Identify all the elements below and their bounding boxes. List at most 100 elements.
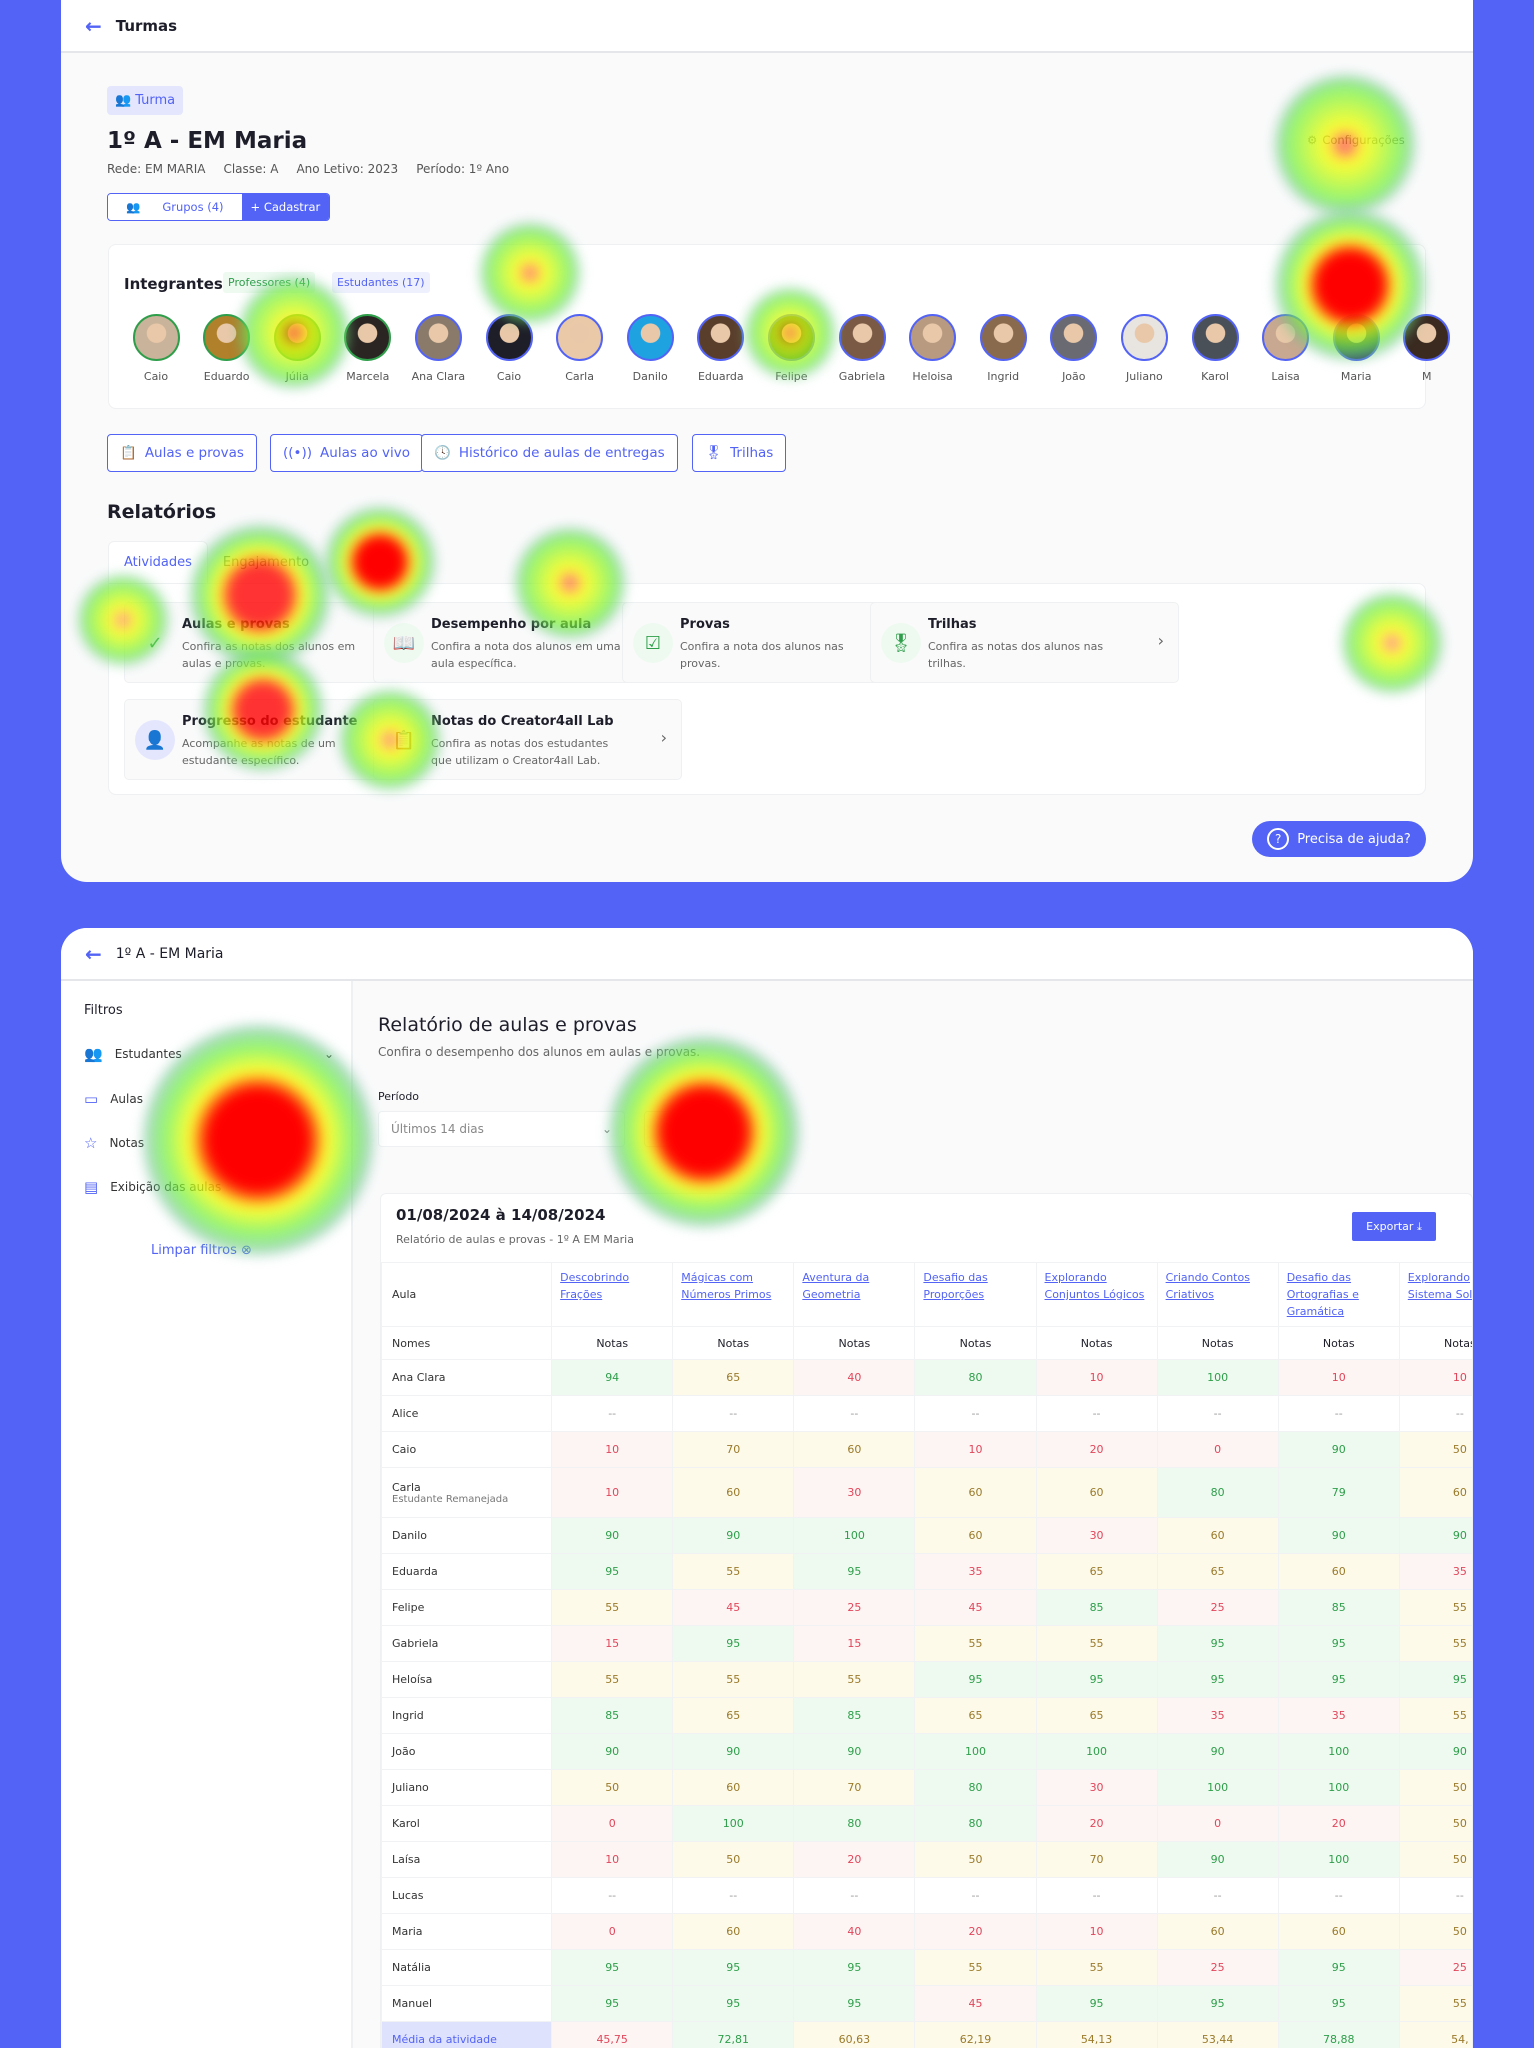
report-desc: Confira as notas dos estudantes que util… <box>431 737 609 767</box>
avatar[interactable]: João <box>1039 314 1109 383</box>
grade-cell: 60 <box>1035 1467 1158 1518</box>
period-select[interactable]: Últimos 14 dias ⌄ <box>378 1111 625 1147</box>
filter-lessons[interactable]: ▭ Aulas <box>84 1090 334 1108</box>
grade-cell: 60 <box>672 1769 795 1806</box>
report-card[interactable]: 📋 Notas do Creator4all Lab Confira as nota… <box>373 699 682 780</box>
avatar[interactable]: Maria <box>1321 314 1391 383</box>
filter-grades[interactable]: ☆ Notas <box>84 1134 334 1152</box>
average-cell: 78,88 <box>1277 2021 1400 2048</box>
groups-button[interactable]: 👥 Grupos (4) <box>108 194 242 220</box>
grade-cell: 25 <box>1156 1589 1279 1626</box>
avatar[interactable]: Eduarda <box>686 314 756 383</box>
clock-icon: 🕓 <box>434 445 451 461</box>
register-button[interactable]: + Cadastrar <box>241 194 330 220</box>
class-badge: 👥 Turma <box>107 86 184 115</box>
avatar[interactable]: Felipe <box>756 314 826 383</box>
student-name: Caio <box>392 1443 417 1456</box>
lesson-link[interactable]: Aventura da Geometria <box>793 1262 916 1327</box>
meta-class: Classe: A <box>223 162 279 176</box>
back-link[interactable]: 1º A - EM Maria <box>115 945 224 962</box>
grade-cell: 10 <box>1035 1913 1158 1950</box>
table-row: Manuel 95 95 95 45 95 95 95 55 <box>381 1985 1472 2022</box>
lesson-link[interactable]: Criando Contos Criativos <box>1156 1262 1279 1327</box>
grade-cell: 80 <box>1156 1467 1279 1518</box>
live-lessons-button[interactable]: ((•)) Aulas ao vivo <box>270 434 423 472</box>
table-row: Alice -- -- -- -- -- -- -- -- <box>381 1395 1472 1432</box>
tab-engagement[interactable]: Engajamento <box>222 554 310 570</box>
avatar[interactable]: Ana Clara <box>403 314 473 383</box>
students-tab[interactable]: Estudantes (17) <box>332 272 430 293</box>
grade-cell: 95 <box>1035 1661 1158 1698</box>
reports-tabs: Atividades Engajamento <box>108 541 324 583</box>
history-button[interactable]: 🕓 Histórico de aulas de entregas <box>421 434 678 472</box>
lesson-link[interactable]: Descobrindo Frações <box>551 1262 674 1327</box>
avatar-name: Karol <box>1201 370 1229 383</box>
report-title: Desempenho por aula <box>431 617 592 632</box>
avatar-name: Júlia <box>285 370 309 383</box>
back-arrow-icon[interactable]: ← <box>85 941 102 966</box>
avatar[interactable]: Júlia <box>262 314 332 383</box>
date-input[interactable] <box>644 1111 704 1147</box>
student-name-cell: Ingrid <box>381 1697 553 1734</box>
grade-cell: -- <box>914 1395 1037 1432</box>
table-row: Danilo 90 90 100 60 30 60 90 90 <box>381 1517 1472 1554</box>
lesson-link[interactable]: Mágicas com Números Primos <box>672 1262 795 1327</box>
grade-cell: -- <box>793 1395 916 1432</box>
question-icon: ? <box>1267 828 1290 850</box>
filter-display[interactable]: ▤ Exibição das aulas <box>84 1178 334 1196</box>
help-button[interactable]: ? Precisa de ajuda? <box>1252 821 1426 857</box>
grade-cell: 100 <box>1035 1733 1158 1770</box>
lesson-link[interactable]: Desafio das Proporções <box>914 1262 1037 1327</box>
grade-cell: 25 <box>1398 1949 1472 1986</box>
avatar[interactable]: Marcela <box>333 314 403 383</box>
grade-cell: 10 <box>551 1467 674 1518</box>
settings-button[interactable]: ⚙ Configurações <box>1307 133 1405 147</box>
tab-activities[interactable]: Atividades <box>108 541 208 583</box>
back-link[interactable]: Turmas <box>115 16 178 35</box>
avatar[interactable]: M <box>1392 314 1462 383</box>
lesson-link[interactable]: Explorando Conjuntos Lógicos <box>1035 1262 1158 1327</box>
grade-cell: 0 <box>1156 1431 1279 1468</box>
grade-cell: 65 <box>914 1697 1037 1734</box>
lessons-exams-button[interactable]: 📋 Aulas e provas <box>107 434 257 472</box>
lesson-link[interactable]: Explorando Sistema Solar <box>1398 1262 1472 1327</box>
grade-cell: -- <box>551 1395 674 1432</box>
avatar[interactable]: Danilo <box>615 314 685 383</box>
avatar[interactable]: Ingrid <box>968 314 1038 383</box>
grade-cell: 100 <box>914 1733 1037 1770</box>
grades-header: Notas <box>1156 1326 1279 1360</box>
clear-filters-button[interactable]: Limpar filtros ⊗ <box>151 1243 252 1258</box>
avatar[interactable]: Caio <box>474 314 544 383</box>
report-card[interactable]: 🎖 Trilhas Confira as notas dos alunos nas … <box>870 602 1179 683</box>
report-title: Provas <box>680 617 730 632</box>
avatar[interactable]: Caio <box>121 314 191 383</box>
avatar-name: Felipe <box>775 370 808 383</box>
avatar-photo <box>909 314 957 361</box>
avatar-name: Marcela <box>346 370 390 383</box>
avatar[interactable]: Laisa <box>1251 314 1321 383</box>
export-button[interactable]: Exportar ⤓ <box>1352 1212 1436 1241</box>
back-arrow-icon[interactable]: ← <box>85 13 102 38</box>
trails-button[interactable]: 🎖 Trilhas <box>692 434 787 472</box>
avatar[interactable]: Heloisa <box>898 314 968 383</box>
avatar[interactable]: Carla <box>545 314 615 383</box>
avatar[interactable]: Karol <box>1180 314 1250 383</box>
average-cell: 45,75 <box>551 2021 674 2048</box>
filter-students[interactable]: 👥 Estudantes ⌄ <box>84 1045 334 1063</box>
student-name: Ana Clara <box>392 1371 446 1384</box>
grade-cell: 85 <box>1035 1589 1158 1626</box>
user-icon: 👤 <box>135 720 175 760</box>
avatar[interactable]: Eduardo <box>192 314 262 383</box>
avatar[interactable]: Gabriela <box>827 314 897 383</box>
avatar-name: Caio <box>143 370 169 383</box>
grade-cell: 20 <box>914 1913 1037 1950</box>
grade-cell: 55 <box>793 1661 916 1698</box>
grade-cell: 10 <box>551 1841 674 1878</box>
filters-heading: Filtros <box>84 1003 123 1018</box>
student-name: Danilo <box>392 1529 428 1542</box>
report-title: Progresso do estudante <box>182 714 358 729</box>
badge-label: Turma <box>135 93 176 108</box>
teachers-tab[interactable]: Professores (4) <box>223 272 316 293</box>
avatar[interactable]: Juliano <box>1109 314 1179 383</box>
lesson-link[interactable]: Desafio das Ortografias e Gramática <box>1277 1262 1400 1327</box>
